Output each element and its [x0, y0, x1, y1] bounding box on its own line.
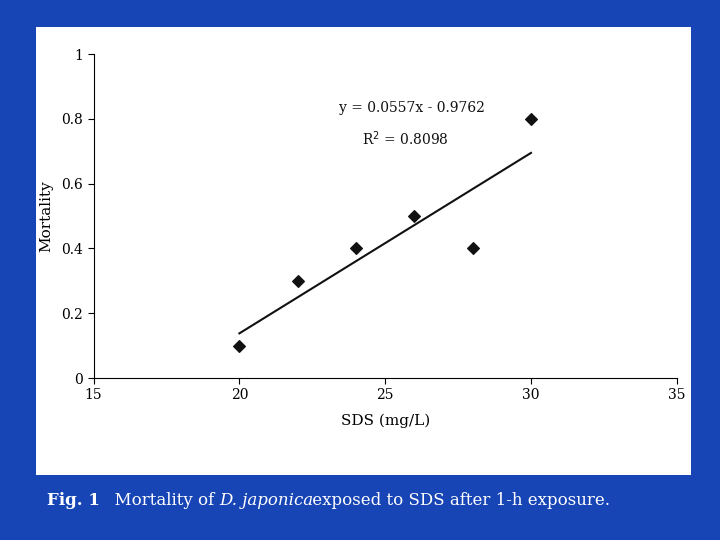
Point — [351, 244, 362, 253]
Text: exposed to SDS after 1-h exposure.: exposed to SDS after 1-h exposure. — [307, 492, 611, 509]
Text: D. japonica: D. japonica — [220, 492, 314, 509]
Text: Fig. 1: Fig. 1 — [47, 492, 99, 509]
Point — [467, 244, 479, 253]
Point — [526, 114, 537, 123]
Text: Mortality of: Mortality of — [104, 492, 220, 509]
Point — [292, 276, 304, 285]
Point — [409, 212, 420, 220]
Text: y = 0.0557x - 0.9762: y = 0.0557x - 0.9762 — [338, 102, 485, 116]
Y-axis label: Mortality: Mortality — [39, 180, 53, 252]
Text: R$^2$ = 0.8098: R$^2$ = 0.8098 — [362, 129, 449, 148]
X-axis label: SDS (mg/L): SDS (mg/L) — [341, 414, 430, 428]
Point — [234, 341, 246, 350]
